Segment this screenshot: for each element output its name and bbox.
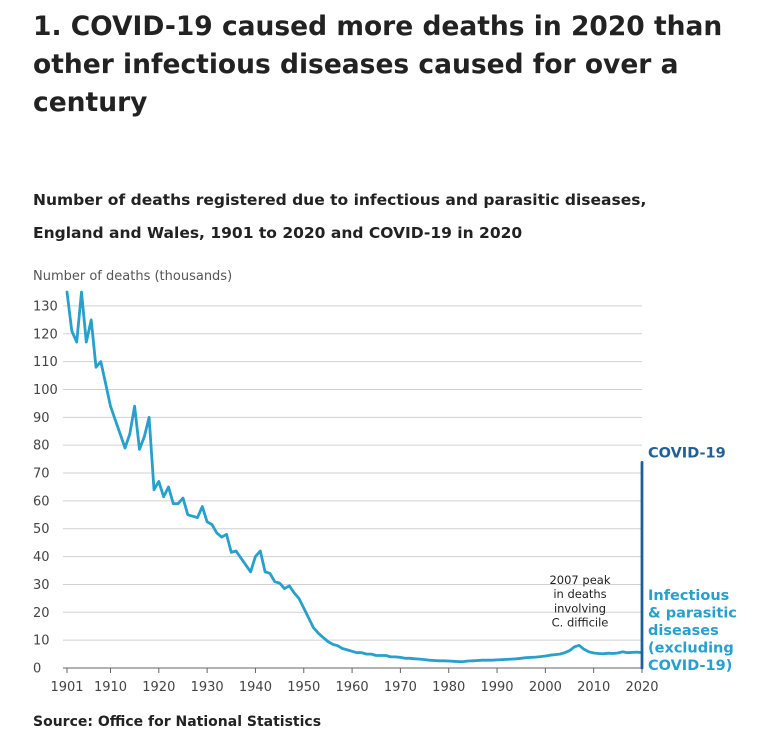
infectious-diseases-label-line: Infectious [648,588,729,604]
y-tick-label: 40 [33,550,50,565]
y-tick-label: 70 [33,467,50,482]
x-tick-label: 1910 [94,680,127,695]
x-axis-ticks: 1901 1910 1920 1930 1940 1950 1960 1970 1980 1990… [50,668,659,695]
x-tick-label: 2000 [529,680,562,695]
y-tick-label: 100 [33,383,58,398]
y-tick-label: 0 [33,662,41,677]
infectious-diseases-label-line: & parasitic [648,606,737,622]
x-tick-label: 1970 [384,680,417,695]
y-tick-label: 10 [33,634,50,649]
y-axis-label: Number of deaths (thousands) [33,269,232,284]
x-tick-label: 1990 [480,680,513,695]
infectious-diseases-label-line: diseases [648,623,719,639]
y-tick-label: 90 [33,411,50,426]
x-tick-label: 1901 [50,680,83,695]
x-tick-label: 1950 [287,680,320,695]
annotation-text-line: involving [554,601,606,615]
y-tick-label: 60 [33,494,50,509]
x-tick-label: 1940 [239,680,272,695]
y-tick-label: 110 [33,355,58,370]
source-note: Source: Office for National Statistics [33,714,322,730]
y-tick-label: 120 [33,327,58,342]
x-tick-label: 1960 [336,680,369,695]
infectious-diseases-label-line: COVID-19) [648,658,732,674]
y-tick-label: 20 [33,606,50,621]
plot-area [65,290,644,670]
x-tick-label: 1920 [142,680,175,695]
x-tick-label: 2010 [577,680,610,695]
chart-subtitle: Number of deaths registered due to infec… [33,191,647,242]
y-tick-label: 130 [33,299,58,314]
covid-19-label: COVID-19 [648,445,726,461]
annotation-text-line: 2007 peak [549,573,610,587]
y-tick-label: 30 [33,578,50,593]
infectious-diseases-line [65,290,644,663]
x-tick-label: 2020 [625,680,658,695]
infectious-diseases-label-line: (excluding [648,641,734,657]
y-tick-label: 80 [33,439,50,454]
page-title: 1. COVID-19 caused more deaths in 2020 t… [33,11,723,118]
annotation-text-line: in deaths [553,587,606,601]
y-tick-label: 50 [33,522,50,537]
x-tick-label: 1930 [191,680,224,695]
y-axis-ticks: 0 10 20 30 40 50 60 70 80 90 100 110 120 130 [33,299,58,676]
x-tick-label: 1980 [432,680,465,695]
annotation-text-line: C. difficile [552,616,609,630]
